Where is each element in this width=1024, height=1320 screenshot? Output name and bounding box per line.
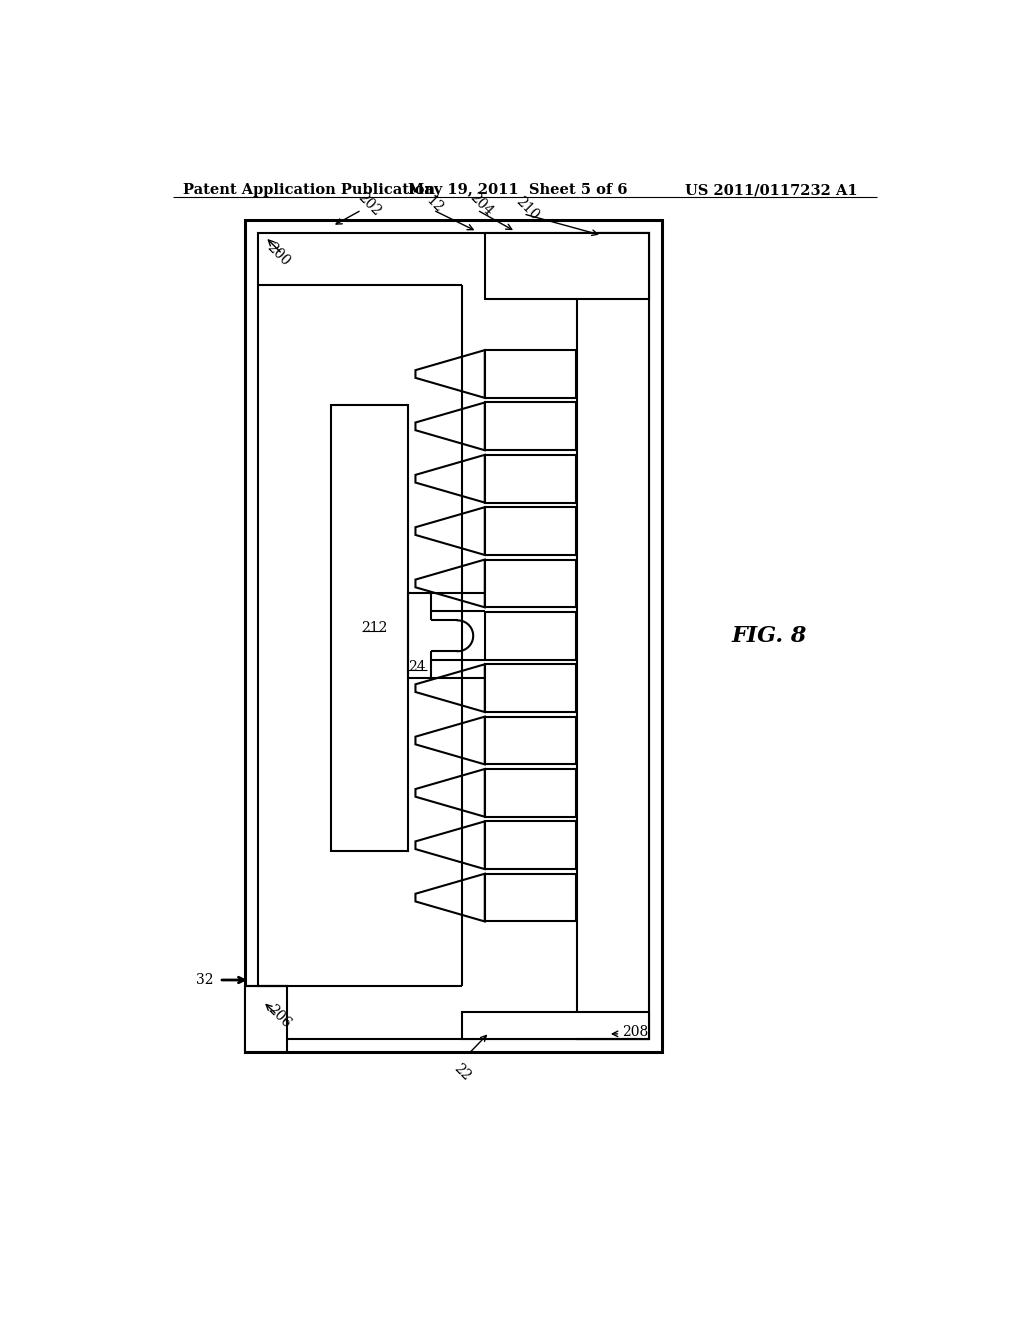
Bar <box>484 350 575 397</box>
Bar <box>484 403 575 450</box>
Polygon shape <box>416 770 484 817</box>
Bar <box>484 455 575 503</box>
Text: 202: 202 <box>355 190 384 219</box>
Bar <box>484 664 575 711</box>
Bar <box>484 717 575 764</box>
Bar <box>484 770 575 817</box>
Text: 32: 32 <box>197 973 214 987</box>
Text: 210: 210 <box>513 194 542 223</box>
Bar <box>484 821 575 869</box>
Polygon shape <box>416 350 484 397</box>
Text: 22: 22 <box>451 1061 473 1084</box>
Bar <box>462 1011 649 1039</box>
Bar <box>578 234 649 1039</box>
Text: 24: 24 <box>408 660 425 673</box>
Bar <box>258 234 649 1039</box>
Text: Patent Application Publication: Patent Application Publication <box>183 183 435 197</box>
Text: 212: 212 <box>361 622 388 635</box>
Polygon shape <box>416 874 484 921</box>
Bar <box>484 560 575 607</box>
Bar <box>484 612 575 660</box>
Text: FIG. 8: FIG. 8 <box>732 624 807 647</box>
Bar <box>484 874 575 921</box>
Text: May 19, 2011  Sheet 5 of 6: May 19, 2011 Sheet 5 of 6 <box>408 183 628 197</box>
Polygon shape <box>416 717 484 764</box>
Text: 12: 12 <box>424 194 445 215</box>
Text: 200: 200 <box>264 240 293 269</box>
Bar <box>245 986 287 1052</box>
Text: 206: 206 <box>265 1003 294 1031</box>
Polygon shape <box>416 821 484 869</box>
Bar <box>245 220 662 1052</box>
Polygon shape <box>416 507 484 554</box>
Polygon shape <box>416 560 484 607</box>
Text: 204: 204 <box>467 190 496 219</box>
Bar <box>331 405 408 851</box>
Text: US 2011/0117232 A1: US 2011/0117232 A1 <box>685 183 857 197</box>
Polygon shape <box>416 403 484 450</box>
Bar <box>484 234 649 298</box>
Polygon shape <box>416 455 484 503</box>
Text: 208: 208 <box>622 1026 648 1039</box>
Polygon shape <box>416 664 484 711</box>
Bar <box>484 507 575 554</box>
